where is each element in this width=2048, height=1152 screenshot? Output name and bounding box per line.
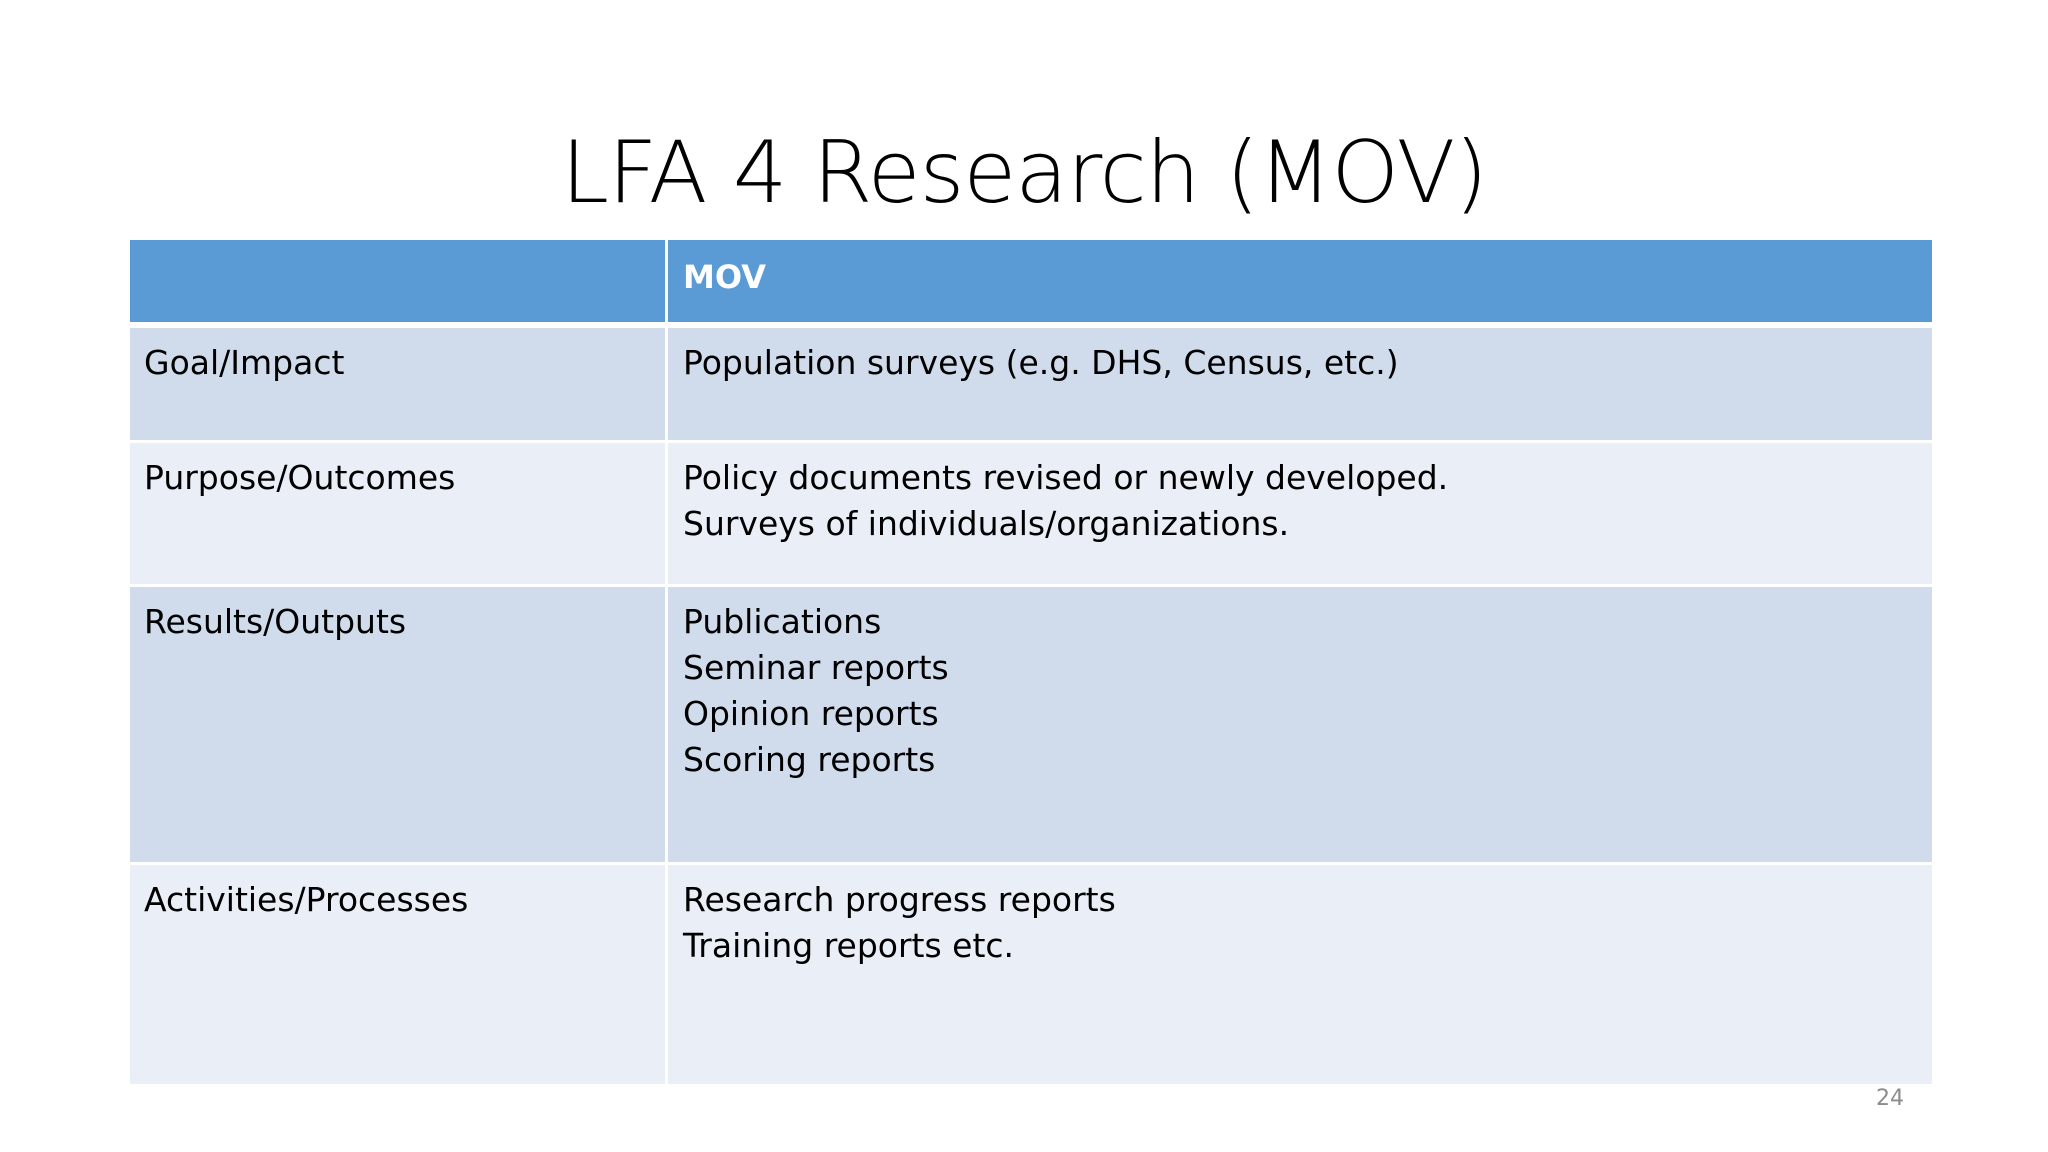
row-label-goal-impact: Goal/Impact: [130, 328, 668, 440]
value-line: Seminar reports: [683, 648, 949, 687]
header-cell-empty: [130, 240, 668, 322]
value-line: Surveys of individuals/organizations.: [683, 504, 1290, 543]
mov-table: MOV Goal/Impact Population surveys (e.g.…: [130, 240, 1932, 1084]
table-row: Results/Outputs Publications Seminar rep…: [130, 584, 1932, 862]
page-number: 24: [1876, 1086, 1904, 1111]
row-value-results-outputs: Publications Seminar reports Opinion rep…: [668, 587, 1932, 862]
row-value-goal-impact: Population surveys (e.g. DHS, Census, et…: [668, 328, 1932, 440]
table-header-row: MOV: [130, 240, 1932, 325]
row-value-purpose-outcomes: Policy documents revised or newly develo…: [668, 443, 1932, 584]
table-row: Purpose/Outcomes Policy documents revise…: [130, 440, 1932, 584]
value-line: Scoring reports: [683, 740, 936, 779]
value-line: Training reports etc.: [683, 926, 1015, 965]
row-value-activities-processes: Research progress reports Training repor…: [668, 865, 1932, 1084]
value-line: Opinion reports: [683, 694, 939, 733]
value-line: Population surveys (e.g. DHS, Census, et…: [683, 343, 1399, 382]
row-label-results-outputs: Results/Outputs: [130, 587, 668, 862]
row-label-activities-processes: Activities/Processes: [130, 865, 668, 1084]
value-line: Policy documents revised or newly develo…: [683, 458, 1449, 497]
table-row: Activities/Processes Research progress r…: [130, 862, 1932, 1084]
header-cell-mov: MOV: [683, 258, 766, 296]
slide-title: LFA 4 Research (MOV): [561, 123, 1488, 223]
table-row: Goal/Impact Population surveys (e.g. DHS…: [130, 325, 1932, 440]
value-line: Publications: [683, 602, 882, 641]
value-line: Research progress reports: [683, 880, 1116, 919]
row-label-purpose-outcomes: Purpose/Outcomes: [130, 443, 668, 584]
